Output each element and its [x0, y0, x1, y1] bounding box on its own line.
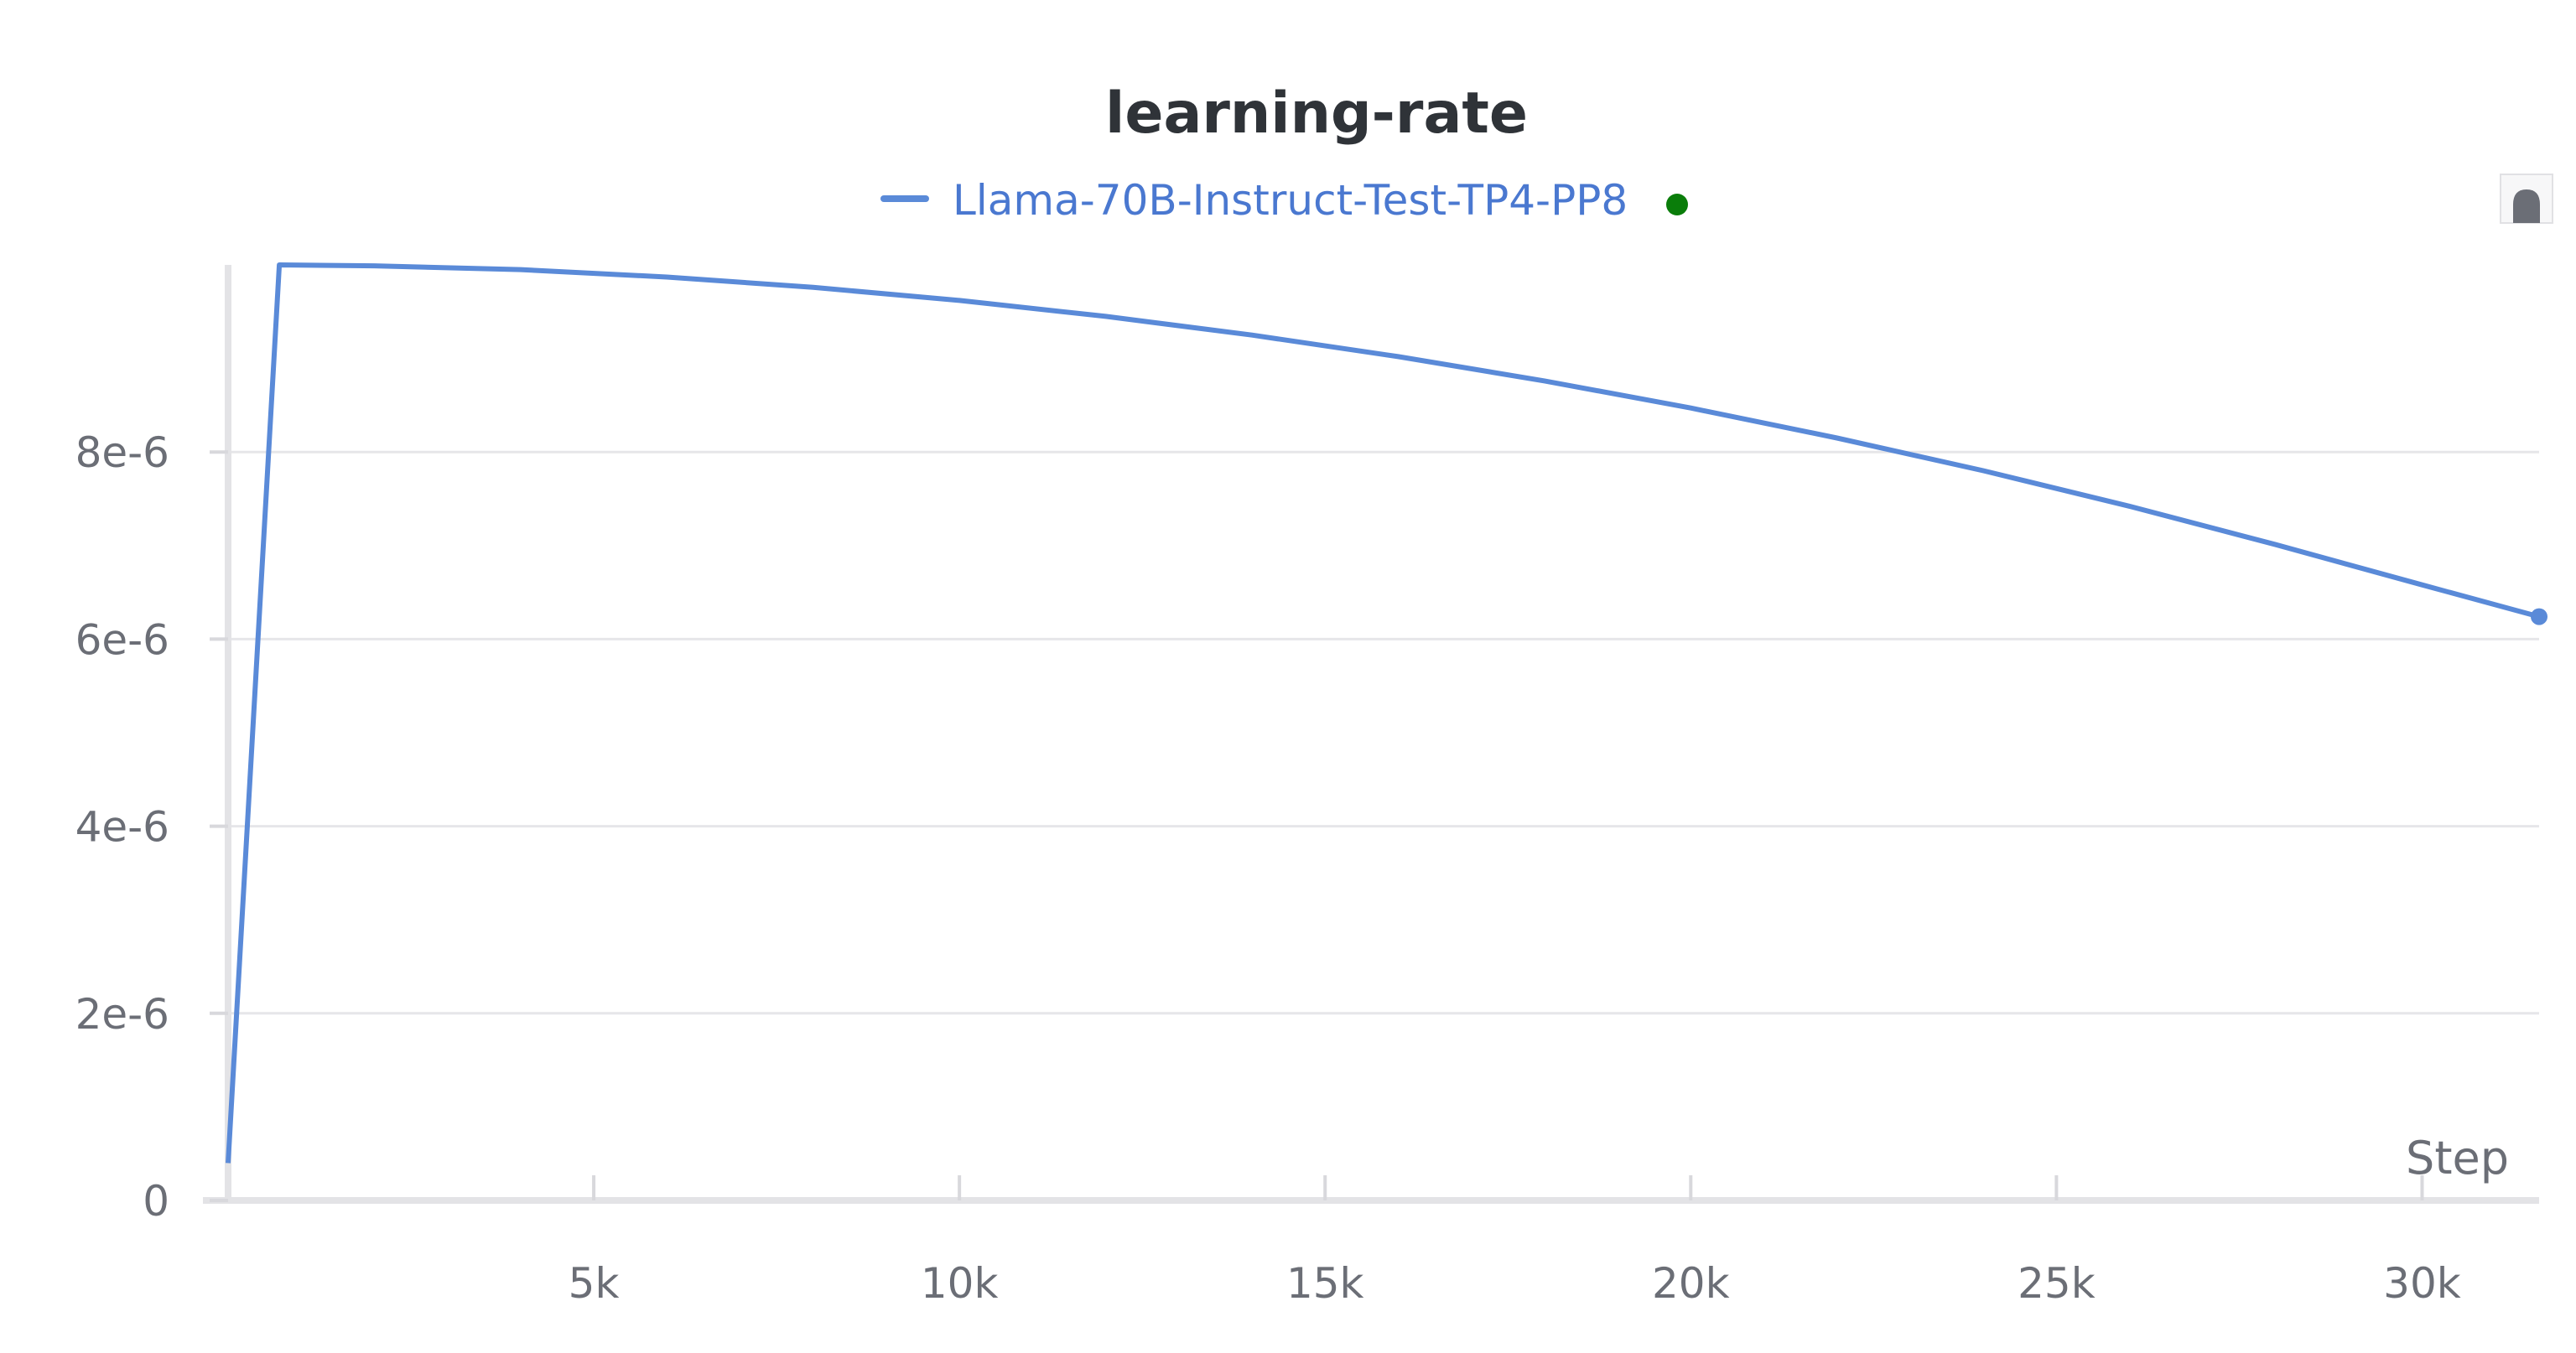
- series-line: [226, 262, 2540, 1164]
- grid-lines: [228, 450, 2539, 1015]
- x-tick-label: 10k: [921, 1259, 999, 1308]
- x-tick-label: 20k: [1652, 1259, 1730, 1308]
- series-end-point: [2531, 608, 2547, 625]
- run-status-dot: [1666, 194, 1688, 215]
- series: [226, 262, 2547, 1164]
- y-tick-label: 6e-6: [75, 615, 169, 664]
- x-tick-label: 15k: [1286, 1259, 1364, 1308]
- panel-menu-icon[interactable]: [2500, 174, 2553, 224]
- x-axis-title: Step: [2406, 1132, 2509, 1185]
- y-tick-label: 0: [143, 1177, 169, 1226]
- x-tick-label: 25k: [2018, 1259, 2096, 1308]
- y-tick-label: 2e-6: [75, 990, 169, 1039]
- legend-label: Llama-70B-Instruct-Test-TP4-PP8: [953, 176, 1628, 225]
- legend: Llama-70B-Instruct-Test-TP4-PP8: [880, 176, 1688, 225]
- ticks: 0 2e-6 4e-6 6e-6 8e-6 5k 10k 15k 20k 25k 30k: [75, 428, 2461, 1308]
- x-tick-label: 5k: [569, 1259, 620, 1308]
- y-tick-label: 4e-6: [75, 803, 169, 852]
- chart-title: learning-rate: [1105, 80, 1528, 147]
- x-tick-label: 30k: [2383, 1259, 2461, 1308]
- axes: [203, 265, 2539, 1204]
- y-tick-label: 8e-6: [75, 428, 169, 477]
